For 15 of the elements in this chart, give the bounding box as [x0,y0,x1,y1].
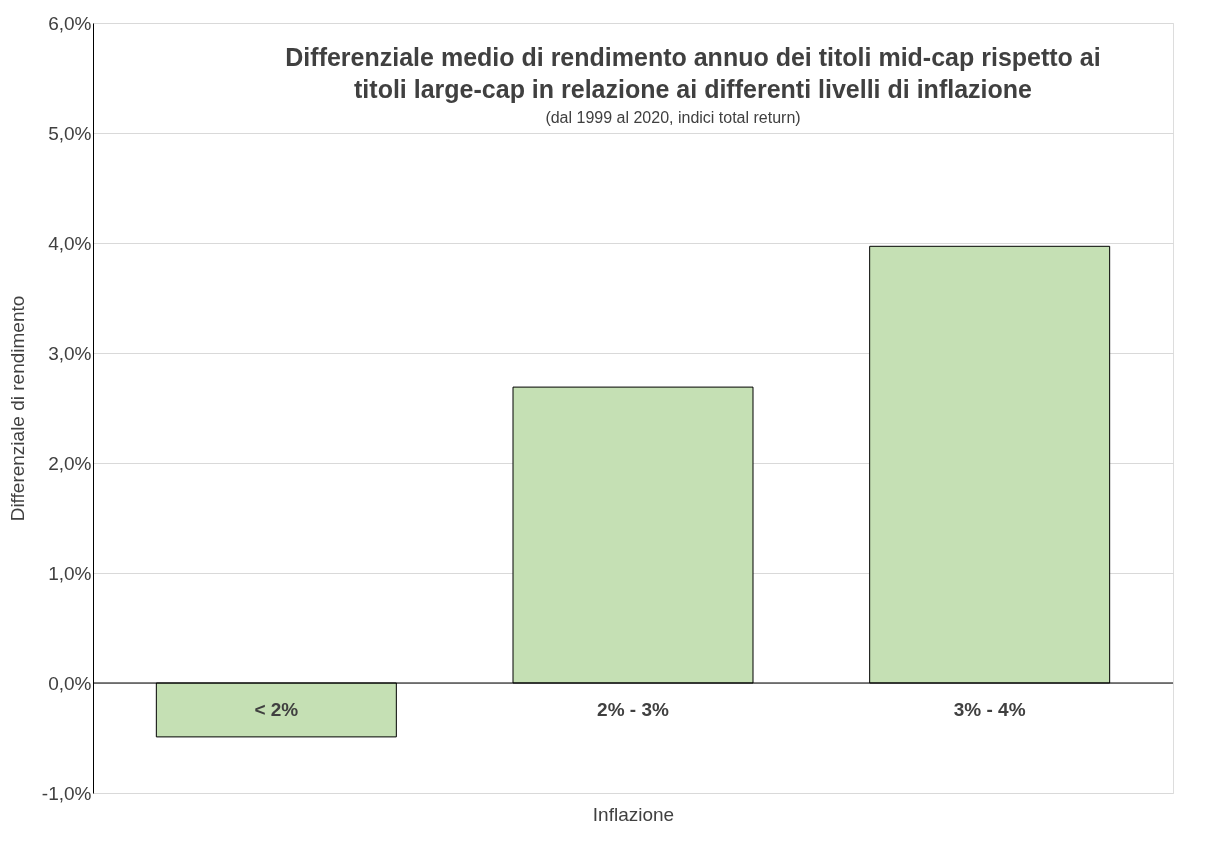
y-tick-label: 1,0% [48,562,92,584]
text: (dal 1999 al 2020, indici total return) [545,109,801,126]
y-axis-title: Differenziale di rendimento [6,295,28,522]
text: Differenziale medio di rendimento annuo dei titoli mid-cap rispetto ai titoli large-cap in relazione ai differenti livelli di inflazione [285,43,1101,103]
x-tick-label: 3% - 4% [953,699,1026,720]
x-tick-label: < 2% [254,699,299,720]
y-tick-label: 5,0% [48,122,92,144]
x-tick-label: 2% - 3% [597,699,670,720]
y-tick-label: 0,0% [48,672,92,694]
y-tick-label: 3,0% [48,342,92,364]
x-axis-title: Inflazione [592,803,675,825]
y-tick-label: -1,0% [41,782,92,804]
y-tick-label: 4,0% [48,232,92,254]
y-tick-label: 6,0% [48,12,92,34]
y-tick-label: 2,0% [48,452,92,474]
